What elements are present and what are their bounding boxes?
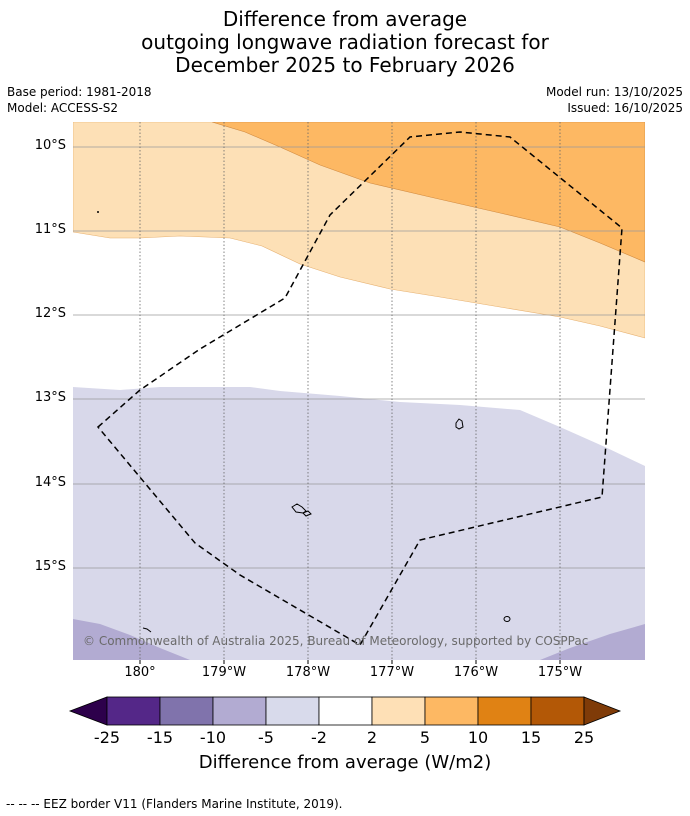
title-line-1: Difference from average	[222, 7, 468, 31]
islet-northwest	[97, 211, 99, 213]
lat-label-15s: 15°S	[34, 559, 66, 574]
title-line-3: December 2025 to February 2026	[175, 53, 515, 77]
colorbar-swatch-neg15-neg10	[159, 696, 214, 726]
map-title: Difference from average outgoing longwav…	[0, 8, 690, 77]
colorbar-tick: -5	[258, 728, 274, 747]
lat-label-10s: 10°S	[34, 138, 66, 153]
copyright-text: © Commonwealth of Australia 2025, Bureau…	[83, 634, 588, 648]
contour-pos-5-10	[211, 122, 645, 263]
colorbar-swatch-neg25-neg15	[106, 696, 161, 726]
colorbar-tick: 15	[520, 728, 542, 747]
lon-label-176w: 176°W	[453, 665, 499, 680]
island-southwest	[142, 627, 152, 633]
island-main	[291, 503, 307, 514]
colorbar-tick: 5	[419, 728, 431, 747]
colorbar-swatch-neg5-neg2	[265, 696, 320, 726]
colorbar-tick: -25	[93, 728, 121, 747]
meta-right: Model run: 13/10/2025 Issued: 16/10/2025	[546, 84, 683, 116]
lat-label-11s: 11°S	[34, 222, 66, 237]
colorbar-swatch-neg10-neg5	[212, 696, 267, 726]
colorbar-tick: -2	[311, 728, 327, 747]
model-run: Model run: 13/10/2025	[545, 85, 683, 99]
colorbar	[68, 696, 622, 726]
title-line-2: outgoing longwave radiation forecast for	[141, 30, 549, 54]
colorbar-tick: 2	[366, 728, 378, 747]
island-small-main	[302, 510, 312, 517]
contour-neg-2-5	[73, 387, 645, 660]
lat-label-13s: 13°S	[34, 390, 66, 405]
lon-label-175w: 175°W	[537, 665, 583, 680]
colorbar-tick: 10	[467, 728, 489, 747]
model-name: Model: ACCESS-S2	[7, 101, 119, 115]
contour-neg-5-10-sw	[73, 619, 190, 660]
island-east	[455, 418, 464, 430]
colorbar-swatch-pos15-pos25	[530, 696, 585, 726]
longitude-gridlines	[139, 122, 561, 660]
colorbar-tick: -15	[146, 728, 174, 747]
colorbar-swatch-pos5-pos10	[424, 696, 479, 726]
colorbar-extend-low	[68, 696, 108, 726]
lon-label-178w: 178°W	[285, 665, 331, 680]
colorbar-extend-high	[583, 696, 622, 726]
lon-label-179w: 179°W	[201, 665, 247, 680]
eez-legend-footer: -- -- -- EEZ border V11 (Flanders Marine…	[6, 797, 343, 811]
lon-label-177w: 177°W	[369, 665, 415, 680]
longitude-tick-marks	[139, 660, 561, 664]
meta-left: Base period: 1981-2018 Model: ACCESS-S2	[7, 84, 152, 116]
lon-label-180: 180°	[124, 665, 156, 680]
contour-neg-5-10-se	[540, 624, 645, 660]
map-area: © Commonwealth of Australia 2025, Bureau…	[73, 122, 645, 660]
lat-label-14s: 14°S	[34, 475, 66, 490]
latitude-gridlines	[73, 146, 645, 569]
colorbar-swatch-pos10-pos15	[477, 696, 532, 726]
base-period: Base period: 1981-2018	[7, 85, 152, 99]
island-southeast	[503, 616, 511, 622]
colorbar-tick: -10	[199, 728, 227, 747]
colorbar-label: Difference from average (W/m2)	[198, 752, 492, 773]
colorbar-swatch-pos2-pos5	[371, 696, 426, 726]
eez-border	[96, 131, 623, 647]
colorbar-tick: 25	[573, 728, 595, 747]
colorbar-swatch-neg2-pos2	[318, 696, 373, 726]
issued-date: Issued: 16/10/2025	[567, 101, 683, 115]
lat-label-12s: 12°S	[34, 306, 66, 321]
